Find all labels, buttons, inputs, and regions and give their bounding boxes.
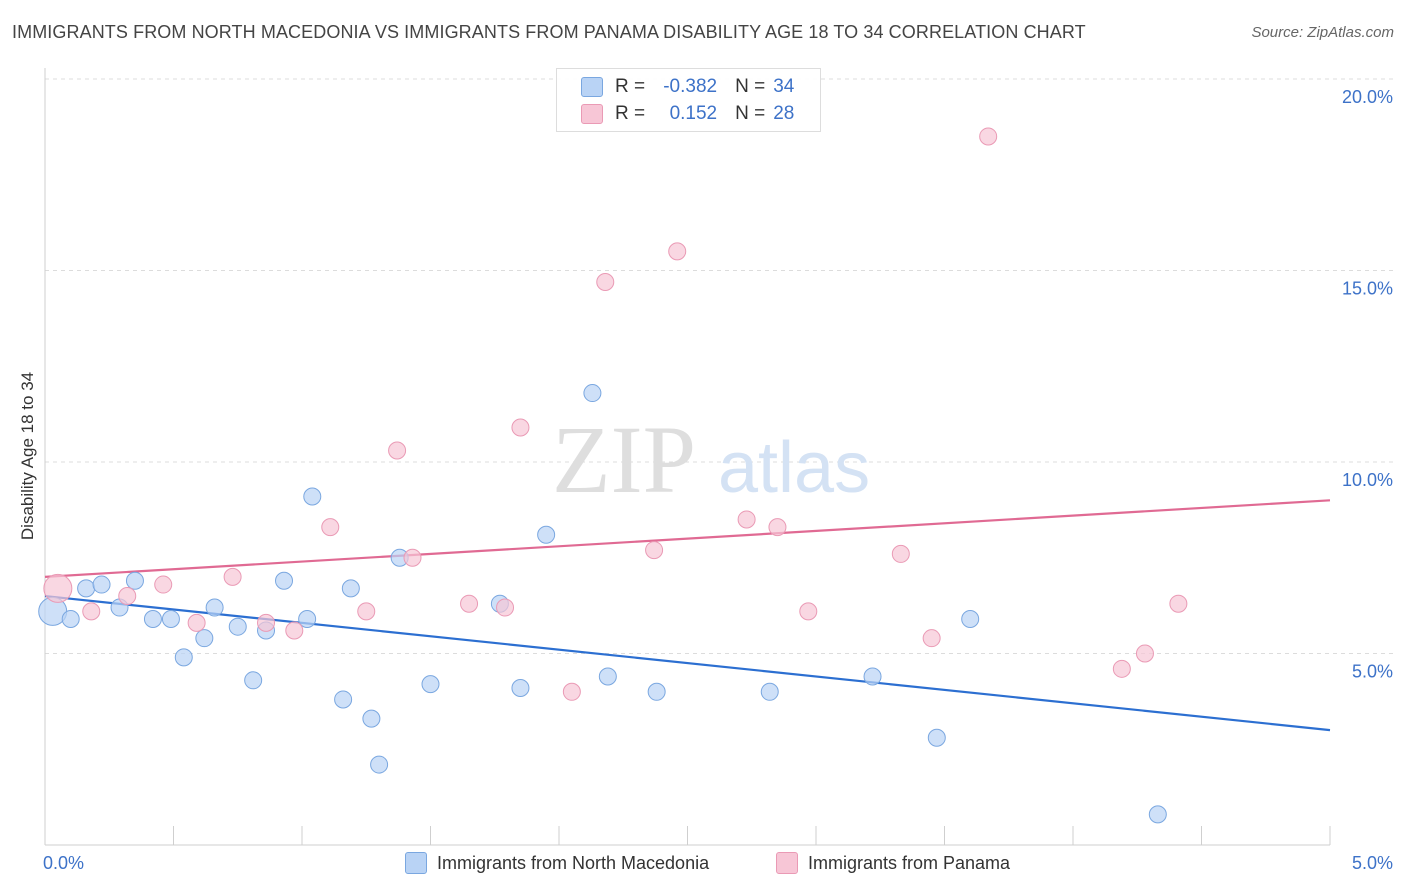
legend-n-value: 34 (773, 76, 795, 97)
legend-swatch-blue (581, 77, 603, 97)
point-blue (598, 667, 617, 686)
x-tick-label: 5.0% (1352, 853, 1393, 873)
y-tick-label: 5.0% (1352, 662, 1393, 682)
point-pink (403, 548, 422, 567)
point-pink (891, 544, 910, 563)
point-pink (285, 621, 304, 640)
point-blue (298, 610, 317, 629)
point-blue (1148, 805, 1167, 824)
legend-item-panama: Immigrants from Panama (776, 852, 1010, 874)
point-blue (647, 682, 666, 701)
x-ticks (173, 826, 1331, 845)
point-pink (187, 613, 206, 632)
legend-n-label: N = (735, 103, 766, 124)
point-pink (596, 272, 615, 291)
point-blue (77, 579, 96, 598)
point-pink (511, 418, 530, 437)
x-tick-labels: 0.0% 5.0% (43, 853, 1393, 873)
legend-label-north-macedonia: Immigrants from North Macedonia (437, 852, 710, 873)
legend-n-value: 28 (773, 103, 795, 124)
y-tick-label: 10.0% (1342, 470, 1393, 490)
point-pink (321, 518, 340, 537)
grid-lines (45, 78, 1395, 654)
correlation-legend: R = -0.382 N = 34 R = 0.152 N = 28 (556, 68, 821, 132)
point-pink (668, 242, 687, 261)
legend-row-panama: R = 0.152 N = 28 (581, 101, 794, 127)
legend-row-north-macedonia: R = -0.382 N = 34 (581, 74, 794, 100)
watermark-atlas: atlas (718, 428, 870, 508)
trend-line-blue (44, 594, 1331, 732)
legend-swatch-pink (776, 852, 798, 874)
point-blue (583, 384, 602, 403)
data-points (38, 127, 1188, 824)
legend-label-panama: Immigrants from Panama (808, 852, 1011, 873)
point-pink (799, 602, 818, 621)
point-blue (370, 755, 389, 774)
legend-item-north-macedonia: Immigrants from North Macedonia (405, 852, 709, 874)
x-tick-label: 0.0% (43, 853, 84, 873)
point-pink (768, 518, 787, 537)
trend-line-pink (44, 499, 1331, 578)
legend-r-value: -0.382 (663, 76, 718, 97)
point-pink (257, 613, 276, 632)
point-blue (205, 598, 224, 617)
chart-title: IMMIGRANTS FROM NORTH MACEDONIA VS IMMIG… (12, 22, 1086, 42)
point-blue (341, 579, 360, 598)
point-pink (357, 602, 376, 621)
point-blue (362, 709, 381, 728)
point-pink (1169, 594, 1188, 613)
y-tick-label: 15.0% (1342, 279, 1393, 299)
point-blue (174, 648, 193, 667)
legend-r-value: 0.152 (669, 103, 718, 124)
point-pink (496, 598, 515, 617)
trend-lines (44, 499, 1331, 732)
legend-swatch-blue (405, 852, 427, 874)
point-pink (388, 441, 407, 460)
point-blue (760, 682, 779, 701)
source-credit: Source: ZipAtlas.com (1251, 24, 1394, 41)
point-blue (244, 671, 263, 690)
watermark-zip: ZIP (552, 406, 696, 513)
point-blue (303, 487, 322, 506)
legend-r-label: R = (615, 76, 646, 97)
point-blue (511, 678, 530, 697)
point-blue (863, 667, 882, 686)
watermark: ZIP atlas (552, 406, 870, 513)
y-tick-label: 20.0% (1342, 87, 1393, 107)
point-pink (979, 127, 998, 146)
point-blue (927, 728, 946, 747)
y-tick-labels: 5.0% 10.0% 15.0% 20.0% (1342, 87, 1393, 682)
point-pink (922, 629, 941, 648)
series-legend: Immigrants from North Macedonia Immigran… (0, 852, 1406, 878)
point-pink (43, 573, 73, 603)
point-pink (1135, 644, 1154, 663)
point-pink (223, 567, 242, 586)
legend-n-label: N = (735, 76, 766, 97)
y-axis-title: Disability Age 18 to 34 (18, 372, 37, 540)
point-blue (92, 575, 111, 594)
point-pink (82, 602, 101, 621)
point-blue (61, 610, 80, 629)
point-blue (161, 610, 180, 629)
point-blue (275, 571, 294, 590)
point-pink (645, 541, 664, 560)
legend-r-label: R = (615, 103, 646, 124)
point-blue (537, 525, 556, 544)
point-blue (421, 675, 440, 694)
legend-swatch-pink (581, 104, 603, 124)
point-pink (562, 682, 581, 701)
point-pink (154, 575, 173, 594)
point-blue (143, 610, 162, 629)
point-blue (334, 690, 353, 709)
point-pink (118, 587, 137, 606)
point-pink (1112, 659, 1131, 678)
point-pink (460, 594, 479, 613)
point-blue (228, 617, 247, 636)
point-blue (125, 571, 144, 590)
point-blue (961, 610, 980, 629)
point-pink (737, 510, 756, 529)
point-blue (195, 629, 214, 648)
